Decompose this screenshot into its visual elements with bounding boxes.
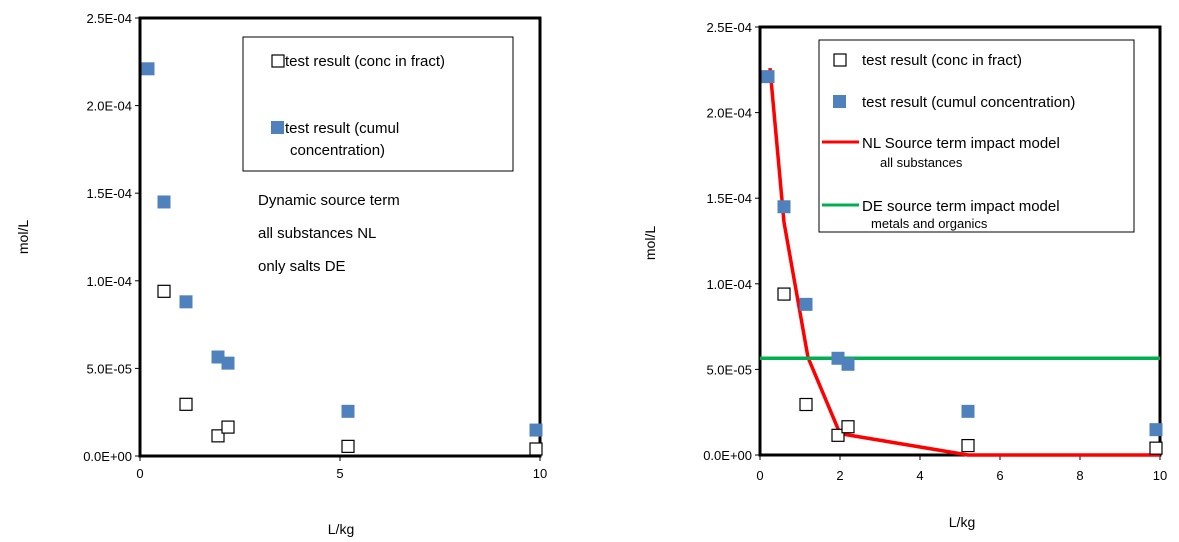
point-cumul-concentration (179, 295, 193, 309)
y-tick-label: 2.5E-04 (86, 11, 132, 26)
legend-marker-open-square (271, 54, 285, 68)
y-tick-label: 1.5E-04 (706, 191, 752, 206)
y-tick-label: 2.0E-04 (706, 106, 752, 121)
y-tick-labels-left: 0.0E+00 5.0E-05 1.0E-04 1.5E-04 2.0E-04 2.5E-… (83, 11, 140, 464)
data-marks-right (761, 70, 1163, 455)
x-tick-label: 10 (533, 466, 547, 481)
x-tick-label: 8 (1076, 468, 1083, 483)
point-cumul-concentration (211, 350, 225, 364)
x-tick-label: 2 (836, 468, 843, 483)
chart-left: 0.0E+00 5.0E-05 1.0E-04 1.5E-04 2.0E-04 2.5E-… (15, 11, 547, 537)
point-cumul-concentration (799, 297, 813, 311)
point-conc-in-fract (179, 397, 193, 411)
annotation-left: Dynamic source term all substances NL on… (258, 192, 400, 275)
y-tick-label: 1.0E-04 (706, 277, 752, 292)
x-axis-label-left: L/kg (328, 521, 354, 537)
point-conc-in-fract (841, 420, 855, 434)
point-conc-in-fract (831, 428, 845, 442)
legend-marker-open-square (833, 53, 847, 67)
x-tick-label: 6 (996, 468, 1003, 483)
model-lines-right (760, 67, 1160, 457)
point-conc-in-fract (221, 420, 235, 434)
legend-label-nl-model: NL Source term impact model (862, 135, 1060, 152)
legend-label-cumul-line2: concentration) (290, 142, 385, 159)
x-axis-label-right: L/kg (949, 514, 975, 530)
legend-label-conc-in-fract: test result (conc in fract) (285, 53, 445, 70)
point-cumul-concentration (761, 70, 775, 84)
legend-marker-filled-square (271, 121, 284, 134)
point-cumul-concentration (141, 62, 155, 76)
point-conc-in-fract (157, 284, 171, 298)
point-cumul-concentration (841, 357, 855, 371)
y-tick-label: 0.0E+00 (83, 449, 132, 464)
legend-label-cumul-concentration: test result (cumul concentration) (862, 94, 1075, 111)
point-cumul-concentration (341, 404, 355, 418)
point-conc-in-fract (529, 442, 543, 456)
legend-box-left (242, 36, 514, 172)
y-tick-labels-right: 0.0E+00 5.0E-05 1.0E-04 1.5E-04 2.0E-04 2.5E-… (703, 20, 760, 463)
y-axis-label-right: mol/L (642, 226, 658, 260)
annotation-line-1: Dynamic source term (258, 192, 400, 209)
point-cumul-concentration (777, 200, 791, 214)
y-axis-label-left: mol/L (15, 220, 31, 254)
point-cumul-concentration (529, 423, 543, 437)
y-tick-label: 1.0E-04 (86, 274, 132, 289)
point-conc-in-fract (341, 439, 355, 453)
legend-sublabel-nl-model: all substances (880, 155, 963, 170)
legend-label-conc-in-fract: test result (conc in fract) (862, 52, 1022, 69)
y-tick-label: 1.5E-04 (86, 186, 132, 201)
x-tick-labels-left: 0 5 10 (136, 456, 547, 481)
x-tick-labels-right: 0 2 4 6 8 10 (756, 455, 1167, 483)
x-tick-label: 10 (1153, 468, 1167, 483)
x-tick-label: 4 (916, 468, 923, 483)
x-tick-label: 0 (756, 468, 763, 483)
point-cumul-concentration (961, 404, 975, 418)
annotation-line-3: only salts DE (258, 258, 346, 275)
point-cumul-concentration (221, 356, 235, 370)
point-conc-in-fract (799, 397, 813, 412)
nl-model-line (768, 67, 1160, 457)
point-cumul-concentration (157, 195, 171, 209)
y-tick-label: 0.0E+00 (703, 448, 752, 463)
legend-box-right (818, 39, 1135, 233)
data-marks-left (141, 62, 543, 456)
legend-right: test result (conc in fract) test result … (818, 39, 1135, 233)
legend-left: test result (conc in fract) test result … (242, 36, 514, 172)
point-cumul-concentration (1149, 423, 1163, 437)
point-conc-in-fract (1149, 441, 1163, 455)
annotation-line-2: all substances NL (258, 225, 376, 242)
x-tick-label: 0 (136, 466, 143, 481)
point-conc-in-fract (777, 287, 791, 301)
legend-marker-filled-square (833, 95, 846, 108)
y-tick-label: 5.0E-05 (86, 361, 132, 376)
point-conc-in-fract (961, 438, 975, 453)
legend-label-de-model: DE source term impact model (862, 198, 1060, 215)
point-cumul-concentration (831, 351, 845, 365)
legend-label-cumul-line1: test result (cumul (285, 120, 399, 137)
y-tick-label: 2.5E-04 (706, 20, 752, 35)
legend-sublabel-de-model: metals and organics (871, 216, 988, 231)
point-conc-in-fract (211, 429, 225, 443)
chart-right: 0.0E+00 5.0E-05 1.0E-04 1.5E-04 2.0E-04 2.5E-… (642, 20, 1167, 530)
y-tick-label: 5.0E-05 (706, 362, 752, 377)
x-tick-label: 5 (336, 466, 343, 481)
y-tick-label: 2.0E-04 (86, 99, 132, 114)
